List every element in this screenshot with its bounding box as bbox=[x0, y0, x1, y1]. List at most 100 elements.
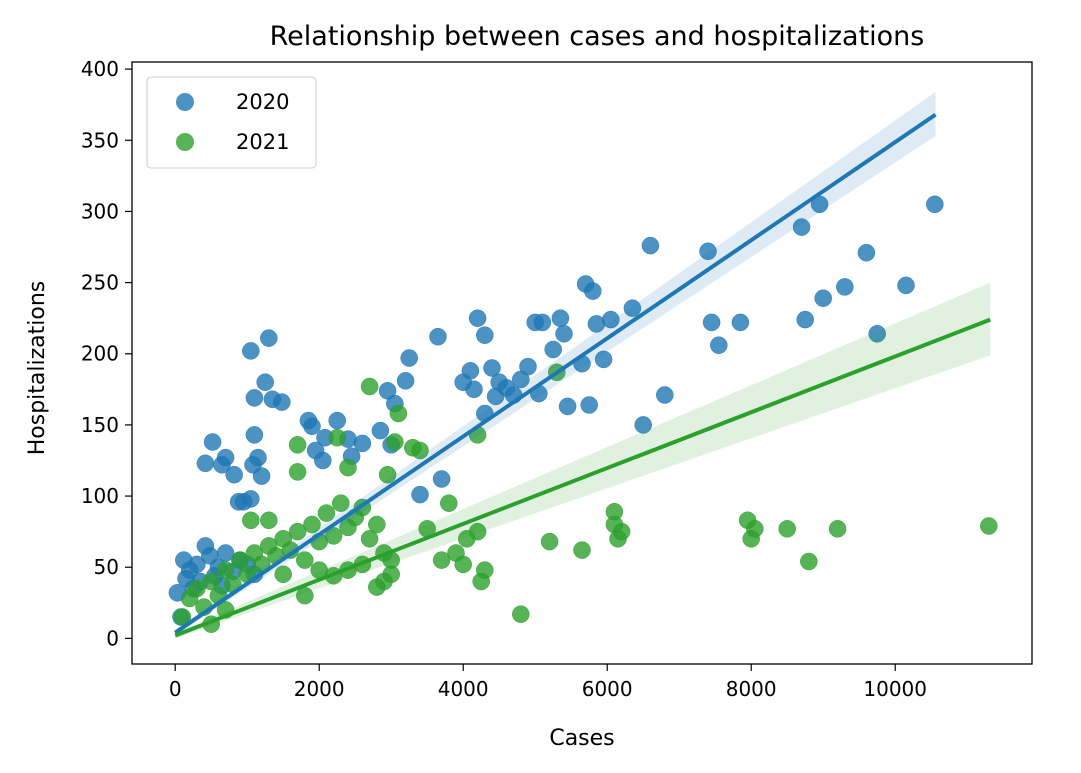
data-point bbox=[339, 458, 357, 477]
data-point bbox=[551, 309, 570, 327]
data-point bbox=[432, 551, 451, 569]
data-point bbox=[231, 551, 249, 569]
data-point bbox=[242, 490, 260, 508]
data-point bbox=[225, 465, 243, 484]
data-point bbox=[580, 396, 598, 414]
data-point bbox=[836, 278, 854, 296]
data-point bbox=[702, 313, 721, 332]
y-tick-label: 0 bbox=[106, 626, 119, 650]
y-tick-label: 200 bbox=[81, 342, 119, 366]
x-tick-label: 6000 bbox=[582, 677, 633, 701]
x-axis-label: Cases bbox=[549, 726, 614, 751]
data-point bbox=[203, 433, 222, 451]
data-point bbox=[288, 436, 307, 454]
data-point bbox=[260, 511, 278, 530]
data-point bbox=[476, 561, 494, 579]
data-point bbox=[796, 310, 814, 329]
data-point bbox=[584, 282, 602, 300]
data-point bbox=[256, 373, 274, 391]
data-point bbox=[533, 313, 552, 332]
data-point bbox=[594, 350, 613, 369]
x-axis: 0 2000 4000 6000 8000 10000 bbox=[169, 664, 927, 701]
legend-label-2020: 2020 bbox=[236, 90, 289, 114]
data-point bbox=[468, 522, 487, 541]
data-point bbox=[216, 448, 235, 467]
data-point bbox=[371, 421, 390, 440]
legend-frame bbox=[146, 76, 317, 169]
data-point bbox=[699, 242, 717, 261]
data-point bbox=[314, 451, 332, 470]
y-tick-label: 300 bbox=[81, 199, 119, 223]
y-tick-label: 50 bbox=[94, 555, 119, 579]
x-tick-label: 8000 bbox=[726, 677, 777, 701]
y-tick-label: 250 bbox=[81, 271, 119, 295]
data-point bbox=[980, 517, 998, 535]
data-point bbox=[612, 522, 631, 541]
data-point bbox=[573, 541, 591, 559]
y-tick-label: 350 bbox=[81, 128, 119, 152]
data-point bbox=[244, 456, 262, 474]
legend: 2020 2021 bbox=[146, 76, 317, 169]
data-point bbox=[468, 309, 487, 327]
data-point bbox=[242, 511, 260, 530]
data-point bbox=[461, 362, 480, 380]
data-point bbox=[800, 552, 818, 571]
legend-marker-2021 bbox=[176, 133, 194, 151]
x-tick-label: 2000 bbox=[294, 677, 345, 701]
regression-line-2020 bbox=[174, 113, 937, 635]
plot-frame bbox=[131, 61, 1033, 665]
data-point bbox=[245, 426, 264, 444]
data-point bbox=[792, 218, 811, 236]
data-point bbox=[778, 520, 796, 538]
series-2020 bbox=[168, 195, 944, 626]
x-tick-label: 4000 bbox=[438, 677, 489, 701]
data-point bbox=[440, 494, 458, 512]
data-point bbox=[656, 386, 674, 404]
data-point bbox=[519, 357, 537, 376]
data-point bbox=[386, 433, 404, 451]
data-point bbox=[382, 565, 400, 584]
data-point bbox=[328, 428, 346, 447]
data-point bbox=[555, 325, 573, 343]
data-point bbox=[396, 372, 415, 390]
data-point bbox=[641, 236, 660, 255]
regression-line-2021 bbox=[174, 317, 991, 638]
y-axis-label: Hospitalizations bbox=[25, 281, 50, 456]
data-point bbox=[483, 359, 501, 377]
legend-marker-2020 bbox=[176, 93, 194, 111]
data-point bbox=[299, 411, 318, 430]
data-point bbox=[828, 520, 847, 538]
data-point bbox=[746, 520, 764, 538]
data-point bbox=[196, 454, 215, 473]
y-axis: 0 50 100 150 200 250 300 350 400 bbox=[81, 57, 132, 650]
data-point bbox=[273, 393, 291, 411]
data-point bbox=[353, 434, 372, 453]
data-point bbox=[868, 325, 886, 343]
data-point bbox=[634, 416, 652, 434]
series-layer bbox=[168, 91, 998, 639]
data-point bbox=[389, 404, 408, 423]
data-point bbox=[857, 243, 876, 262]
y-tick-label: 400 bbox=[81, 57, 119, 81]
data-point bbox=[216, 561, 235, 579]
data-point bbox=[360, 377, 379, 396]
data-point bbox=[332, 494, 350, 512]
data-point bbox=[296, 551, 314, 569]
data-point bbox=[602, 310, 620, 329]
data-point bbox=[328, 411, 346, 430]
data-point bbox=[400, 349, 418, 367]
data-point bbox=[411, 485, 429, 504]
data-point bbox=[288, 463, 307, 481]
data-point bbox=[260, 329, 278, 347]
data-point bbox=[274, 565, 292, 584]
data-point bbox=[242, 342, 260, 360]
data-point bbox=[432, 470, 451, 488]
data-point bbox=[360, 530, 379, 548]
data-point bbox=[544, 340, 562, 359]
y-tick-label: 150 bbox=[81, 413, 119, 437]
y-tick-label: 100 bbox=[81, 484, 119, 508]
data-point bbox=[368, 515, 386, 534]
data-point bbox=[623, 299, 642, 317]
data-point bbox=[303, 515, 321, 534]
data-point bbox=[324, 527, 343, 545]
